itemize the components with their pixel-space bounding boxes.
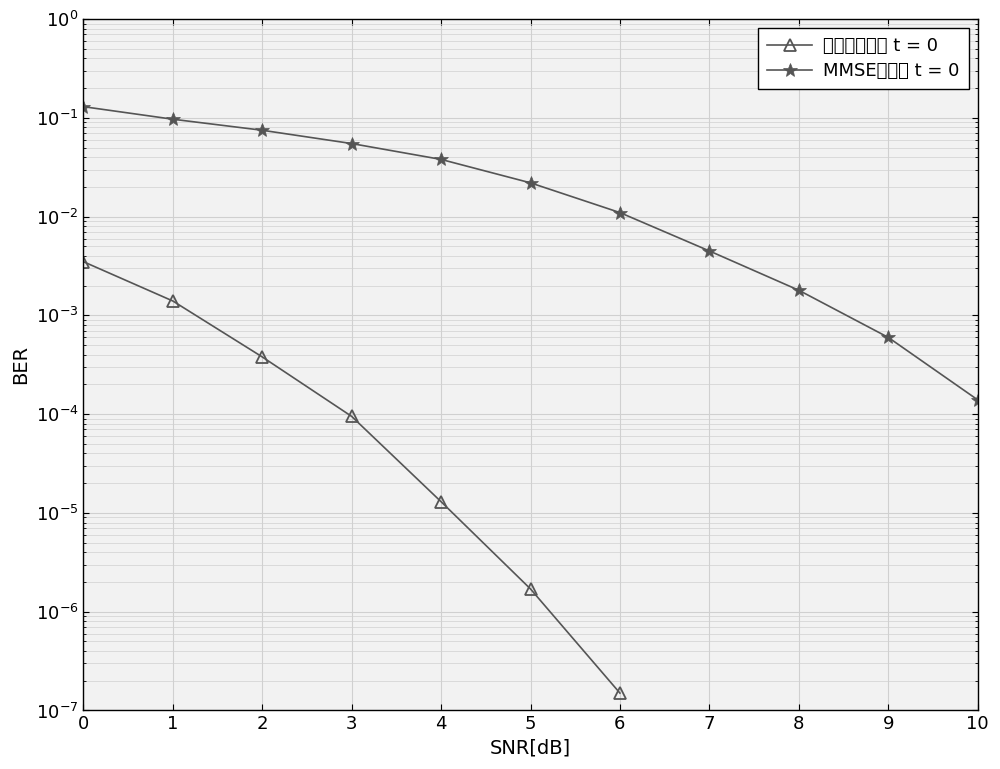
MMSE预编码 t = 0 — [167, 115, 179, 124]
Line: 新技术预编码 t = 0: 新技术预编码 t = 0 — [77, 255, 626, 699]
MMSE预编码 t = 0 — [614, 208, 626, 217]
MMSE预编码 t = 0 — [256, 125, 268, 135]
MMSE预编码 t = 0 — [346, 139, 358, 148]
MMSE预编码 t = 0 — [77, 102, 89, 112]
新技术预编码 t = 0 — [614, 688, 626, 697]
MMSE预编码 t = 0 — [435, 155, 447, 164]
Y-axis label: BER: BER — [11, 345, 30, 384]
新技术预编码 t = 0 — [77, 257, 89, 266]
X-axis label: SNR[dB]: SNR[dB] — [490, 739, 571, 758]
新技术预编码 t = 0 — [435, 497, 447, 506]
MMSE预编码 t = 0 — [525, 178, 537, 188]
新技术预编码 t = 0 — [167, 296, 179, 305]
MMSE预编码 t = 0 — [793, 285, 805, 295]
Line: MMSE预编码 t = 0: MMSE预编码 t = 0 — [76, 100, 985, 407]
Legend: 新技术预编码 t = 0, MMSE预编码 t = 0: 新技术预编码 t = 0, MMSE预编码 t = 0 — [758, 28, 969, 89]
MMSE预编码 t = 0 — [972, 395, 984, 404]
新技术预编码 t = 0 — [525, 584, 537, 594]
MMSE预编码 t = 0 — [703, 246, 715, 255]
新技术预编码 t = 0 — [346, 411, 358, 421]
新技术预编码 t = 0 — [256, 352, 268, 361]
MMSE预编码 t = 0 — [882, 333, 894, 342]
